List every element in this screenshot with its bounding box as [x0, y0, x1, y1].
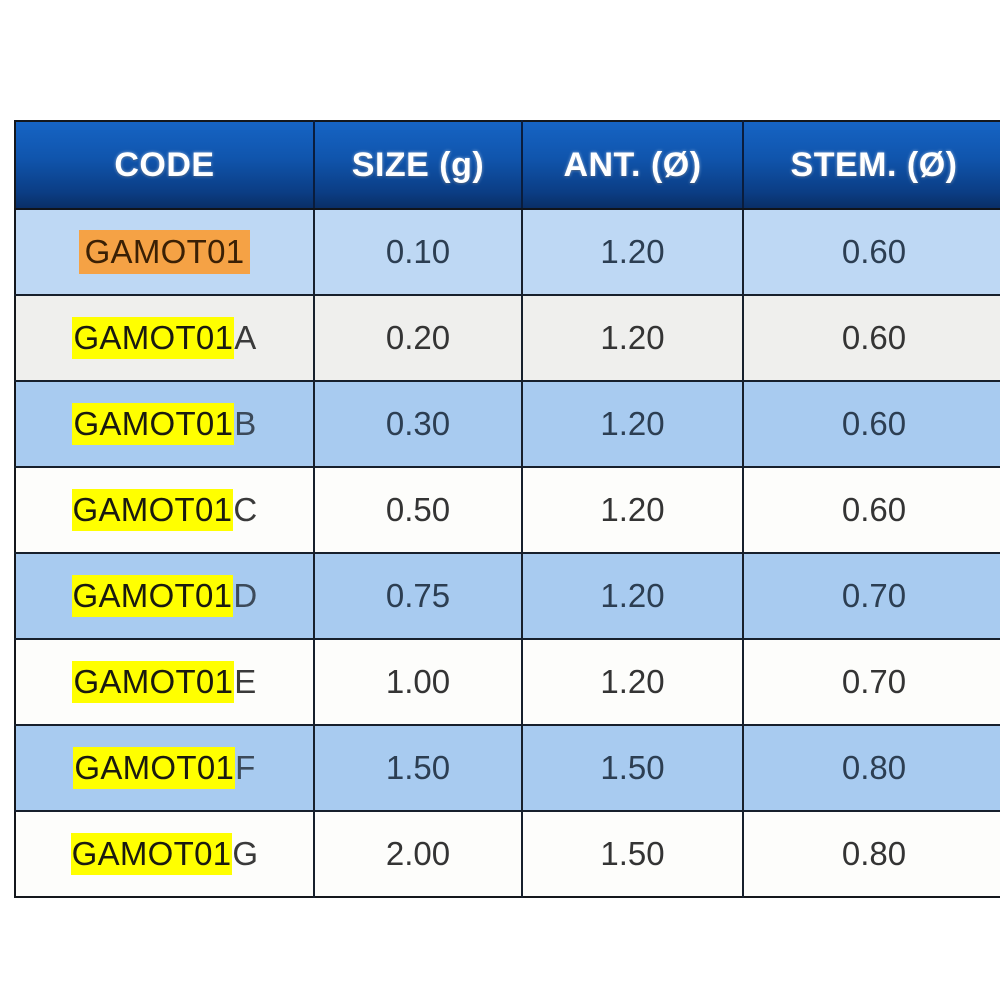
cell-ant[interactable]: 1.20 — [522, 639, 744, 726]
code-highlight-yellow: GAMOT01 — [72, 661, 235, 703]
cell-ant[interactable]: 1.20 — [522, 553, 744, 640]
code-suffix: E — [234, 663, 257, 700]
cell-size[interactable]: 0.30 — [314, 381, 523, 468]
code-highlight-yellow: GAMOT01 — [70, 833, 233, 875]
product-specification-table: CODE SIZE (g) ANT. (Ø) STEM. (Ø) GAMOT01… — [14, 120, 1000, 898]
cell-code[interactable]: GAMOT01D — [15, 553, 315, 640]
cell-ant[interactable]: 1.20 — [522, 295, 744, 382]
cell-code[interactable]: GAMOT01G — [15, 811, 315, 897]
cell-ant[interactable]: 1.50 — [522, 725, 744, 812]
column-header-ant[interactable]: ANT. (Ø) — [522, 121, 744, 210]
code-suffix: G — [232, 835, 259, 872]
product-code: GAMOT01A — [72, 317, 257, 359]
code-suffix: F — [235, 749, 256, 786]
table-row[interactable]: GAMOT01F 1.50 1.50 0.80 — [15, 725, 1000, 812]
cell-size[interactable]: 0.10 — [314, 209, 523, 296]
product-code: GAMOT01G — [70, 833, 259, 875]
column-header-code[interactable]: CODE — [15, 121, 315, 210]
cell-ant[interactable]: 1.20 — [522, 467, 744, 554]
column-header-stem[interactable]: STEM. (Ø) — [743, 121, 1000, 210]
cell-stem[interactable]: 0.60 — [743, 467, 1000, 554]
table-header: CODE SIZE (g) ANT. (Ø) STEM. (Ø) — [15, 121, 1000, 210]
cell-code[interactable]: GAMOT01 — [15, 209, 315, 296]
code-highlight-yellow: GAMOT01 — [72, 317, 235, 359]
spec-table-container: CODE SIZE (g) ANT. (Ø) STEM. (Ø) GAMOT01… — [14, 120, 1000, 898]
cell-stem[interactable]: 0.60 — [743, 381, 1000, 468]
cell-stem[interactable]: 0.60 — [743, 295, 1000, 382]
code-suffix: A — [234, 319, 257, 356]
cell-size[interactable]: 0.75 — [314, 553, 523, 640]
cell-code[interactable]: GAMOT01F — [15, 725, 315, 812]
code-highlight-yellow: GAMOT01 — [71, 489, 234, 531]
table-row[interactable]: GAMOT01 0.10 1.20 0.60 — [15, 209, 1000, 296]
cell-size[interactable]: 1.50 — [314, 725, 523, 812]
cell-size[interactable]: 2.00 — [314, 811, 523, 897]
cell-code[interactable]: GAMOT01A — [15, 295, 315, 382]
product-code: GAMOT01C — [71, 489, 258, 531]
product-code: GAMOT01E — [72, 661, 257, 703]
code-suffix: B — [234, 405, 257, 442]
product-code: GAMOT01F — [73, 747, 256, 789]
code-highlight-yellow: GAMOT01 — [73, 747, 236, 789]
product-code: GAMOT01D — [71, 575, 258, 617]
cell-stem[interactable]: 0.70 — [743, 639, 1000, 726]
code-suffix: C — [233, 491, 258, 528]
table-row[interactable]: GAMOT01G 2.00 1.50 0.80 — [15, 811, 1000, 897]
cell-ant[interactable]: 1.50 — [522, 811, 744, 897]
cell-code[interactable]: GAMOT01C — [15, 467, 315, 554]
code-suffix: D — [233, 577, 258, 614]
header-row: CODE SIZE (g) ANT. (Ø) STEM. (Ø) — [15, 121, 1000, 210]
column-header-size[interactable]: SIZE (g) — [314, 121, 523, 210]
table-row[interactable]: GAMOT01D 0.75 1.20 0.70 — [15, 553, 1000, 640]
product-code: GAMOT01 — [78, 230, 251, 274]
table-body: GAMOT01 0.10 1.20 0.60 GAMOT01A 0.20 1.20 0.60 G… — [15, 209, 1000, 897]
cell-size[interactable]: 1.00 — [314, 639, 523, 726]
cell-size[interactable]: 0.20 — [314, 295, 523, 382]
code-highlight-yellow: GAMOT01 — [72, 403, 235, 445]
product-code: GAMOT01B — [72, 403, 257, 445]
cell-stem[interactable]: 0.60 — [743, 209, 1000, 296]
cell-size[interactable]: 0.50 — [314, 467, 523, 554]
cell-stem[interactable]: 0.80 — [743, 811, 1000, 897]
table-row[interactable]: GAMOT01C 0.50 1.20 0.60 — [15, 467, 1000, 554]
table-row[interactable]: GAMOT01E 1.00 1.20 0.70 — [15, 639, 1000, 726]
cell-ant[interactable]: 1.20 — [522, 381, 744, 468]
cell-ant[interactable]: 1.20 — [522, 209, 744, 296]
code-highlight-orange: GAMOT01 — [78, 230, 251, 274]
cell-stem[interactable]: 0.80 — [743, 725, 1000, 812]
cell-code[interactable]: GAMOT01B — [15, 381, 315, 468]
table-row[interactable]: GAMOT01B 0.30 1.20 0.60 — [15, 381, 1000, 468]
cell-code[interactable]: GAMOT01E — [15, 639, 315, 726]
code-highlight-yellow: GAMOT01 — [71, 575, 234, 617]
cell-stem[interactable]: 0.70 — [743, 553, 1000, 640]
table-row[interactable]: GAMOT01A 0.20 1.20 0.60 — [15, 295, 1000, 382]
